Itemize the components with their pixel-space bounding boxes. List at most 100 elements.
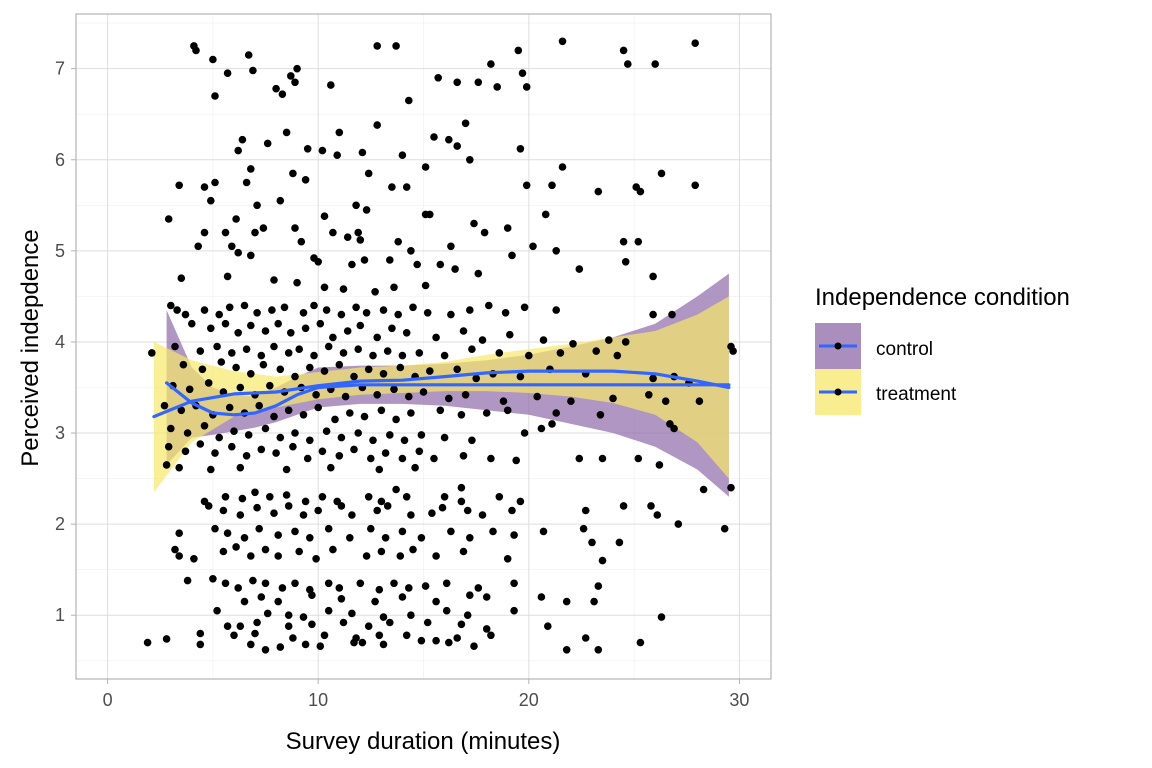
data-point [278, 584, 287, 592]
data-point [253, 503, 261, 512]
y-tick-label: 2 [55, 514, 65, 534]
data-point [670, 424, 678, 433]
data-point [436, 260, 445, 269]
data-point [249, 576, 257, 585]
data-point [466, 591, 474, 599]
data-point [609, 394, 617, 403]
data-point [200, 422, 209, 430]
data-point [297, 237, 306, 246]
data-point [303, 454, 312, 463]
data-point [301, 497, 310, 506]
data-point [276, 365, 285, 374]
data-point [398, 593, 407, 601]
data-point [232, 363, 240, 372]
data-point [381, 449, 390, 457]
data-point [251, 228, 259, 237]
data-point [274, 597, 283, 606]
data-point [373, 506, 382, 515]
data-point [310, 351, 318, 360]
data-point [594, 582, 603, 590]
data-point [293, 64, 301, 73]
data-point [562, 646, 571, 654]
data-point [261, 579, 270, 588]
data-point [375, 631, 384, 640]
data-point [356, 321, 365, 330]
data-point [588, 538, 596, 547]
data-point [164, 442, 173, 451]
data-point [390, 579, 398, 588]
data-point [247, 640, 255, 649]
data-point [261, 646, 270, 654]
data-point [175, 552, 183, 560]
data-point [522, 83, 531, 91]
data-point [506, 330, 514, 339]
data-point [453, 142, 462, 150]
y-tick-label: 5 [55, 241, 65, 261]
y-tick-label: 4 [55, 332, 65, 352]
data-point [727, 483, 735, 492]
data-point [364, 365, 373, 374]
data-point [426, 367, 434, 375]
data-point [173, 306, 181, 314]
data-point [386, 431, 394, 439]
data-point [167, 301, 175, 310]
data-point [211, 178, 219, 187]
data-point [181, 447, 190, 456]
data-point [432, 552, 440, 560]
data-point [362, 206, 371, 214]
data-point [402, 631, 411, 640]
data-point [729, 347, 737, 355]
data-point [324, 606, 333, 615]
data-point [430, 133, 438, 141]
data-point [276, 643, 285, 651]
data-point [634, 454, 643, 463]
data-point [655, 461, 664, 469]
x-axis-title: Survey duration (minutes) [286, 728, 561, 755]
data-point [221, 228, 230, 237]
data-point [295, 345, 304, 354]
data-point [594, 187, 603, 196]
data-point [232, 543, 240, 551]
data-point [463, 506, 472, 515]
data-point [240, 534, 249, 542]
data-point [360, 256, 369, 264]
data-point [270, 342, 278, 351]
data-point [234, 584, 242, 592]
data-point [457, 411, 466, 419]
data-point [175, 181, 183, 190]
data-point [274, 319, 283, 328]
data-point [472, 374, 481, 383]
data-point [259, 224, 268, 232]
data-point [228, 242, 236, 251]
data-point [405, 96, 413, 105]
data-point [213, 606, 221, 615]
data-point [362, 552, 371, 560]
data-point [413, 260, 422, 269]
data-point [409, 545, 417, 554]
data-point [228, 349, 236, 357]
data-point [196, 640, 205, 649]
data-point [289, 169, 297, 178]
data-point [674, 520, 683, 528]
data-point [457, 483, 466, 492]
data-point [645, 391, 653, 399]
data-point [219, 547, 228, 556]
data-point [567, 397, 575, 406]
data-point [354, 228, 363, 237]
data-point [280, 303, 289, 312]
data-point [316, 319, 325, 328]
data-point [341, 392, 350, 401]
data-point [621, 258, 630, 266]
smooth-lines [152, 369, 731, 419]
data-point [402, 493, 411, 501]
data-point [282, 128, 291, 137]
data-point [533, 392, 541, 401]
data-point [240, 301, 249, 310]
data-point [459, 547, 468, 556]
data-point [312, 555, 320, 563]
data-point [329, 545, 337, 554]
data-point [691, 181, 699, 190]
data-point [324, 342, 333, 351]
y-tick-label: 1 [55, 605, 65, 625]
